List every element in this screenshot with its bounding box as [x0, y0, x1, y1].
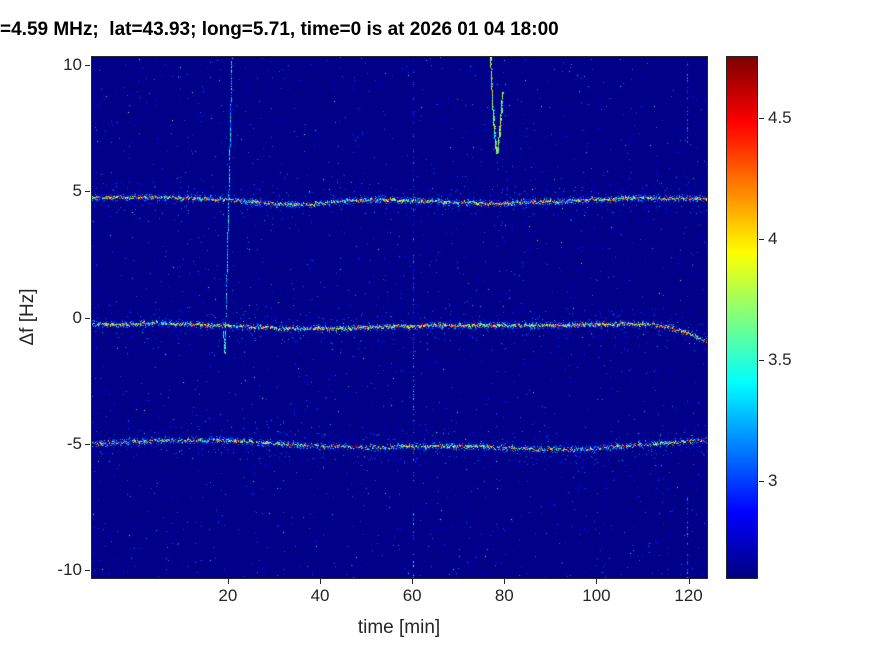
- x-tick-mark: [596, 579, 598, 584]
- y-tick-mark: [85, 317, 90, 319]
- y-tick-mark: [85, 443, 90, 445]
- x-tick-mark: [320, 579, 322, 584]
- y-tick-mark: [85, 191, 90, 193]
- colorbar-tick-mark: [759, 238, 764, 240]
- x-tick-label: 20: [218, 586, 238, 605]
- colorbar-tick-label: 3: [768, 471, 778, 491]
- colorbar-tick-mark: [759, 359, 764, 361]
- y-tick-label: -10: [57, 560, 82, 580]
- x-tick-mark: [412, 579, 414, 584]
- y-tick-mark: [85, 64, 90, 66]
- y-tick-mark: [85, 570, 90, 572]
- colorbar-tick-label: 4: [768, 228, 778, 248]
- y-tick-label: 10: [63, 54, 82, 74]
- x-tick-label: 40: [310, 586, 330, 605]
- x-tick-label: 80: [494, 586, 514, 605]
- y-tick-label: 0: [72, 307, 82, 327]
- x-tick-mark: [504, 579, 506, 584]
- colorbar-tick-label: 4.5: [768, 107, 792, 127]
- colorbar: [727, 57, 757, 578]
- x-tick-label: 60: [402, 586, 422, 605]
- colorbar-tick-mark: [759, 117, 764, 119]
- y-tick-label: -5: [66, 433, 82, 453]
- spectrogram-canvas: [92, 57, 707, 578]
- x-tick-mark: [688, 579, 690, 584]
- plot-title: =4.59 MHz; lat=43.93; long=5.71, time=0 …: [0, 19, 559, 40]
- x-tick-label: 120: [674, 586, 703, 605]
- colorbar-tick-label: 3.5: [768, 349, 792, 369]
- x-tick-label: 100: [582, 586, 611, 605]
- x-tick-mark: [227, 579, 229, 584]
- y-tick-label: 5: [72, 181, 82, 201]
- x-axis-label: time [min]: [357, 617, 441, 638]
- colorbar-tick-mark: [759, 481, 764, 483]
